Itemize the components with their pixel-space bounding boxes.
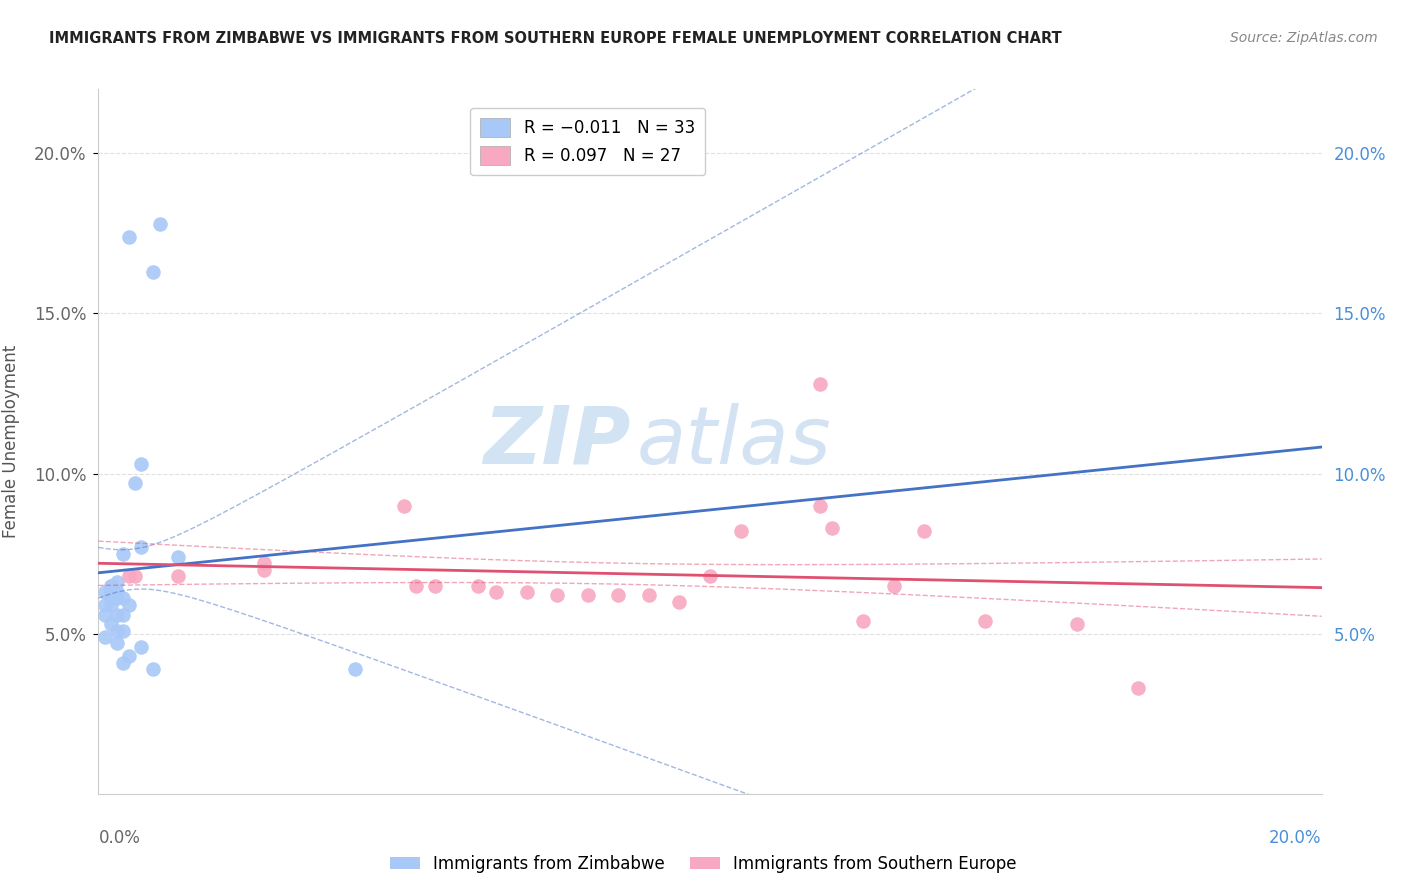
Point bbox=[405, 579, 427, 593]
Point bbox=[93, 630, 115, 644]
Text: atlas: atlas bbox=[637, 402, 831, 481]
Point bbox=[344, 662, 367, 676]
Point bbox=[93, 585, 115, 599]
Point bbox=[100, 617, 122, 632]
Point bbox=[883, 579, 905, 593]
Y-axis label: Female Unemployment: Female Unemployment bbox=[3, 345, 20, 538]
Point bbox=[105, 607, 128, 622]
Point bbox=[808, 376, 831, 391]
Point bbox=[100, 579, 122, 593]
Text: 20.0%: 20.0% bbox=[1270, 830, 1322, 847]
Text: 0.0%: 0.0% bbox=[98, 830, 141, 847]
Point bbox=[252, 556, 274, 570]
Legend: R = −0.011   N = 33, R = 0.097   N = 27: R = −0.011 N = 33, R = 0.097 N = 27 bbox=[471, 108, 704, 175]
Point bbox=[118, 569, 141, 583]
Point bbox=[1066, 617, 1088, 632]
Point bbox=[546, 588, 568, 602]
Point bbox=[111, 624, 134, 638]
Point bbox=[129, 457, 152, 471]
Point bbox=[129, 640, 152, 654]
Point bbox=[392, 499, 416, 513]
Point bbox=[821, 521, 844, 535]
Point bbox=[100, 579, 122, 593]
Text: IMMIGRANTS FROM ZIMBABWE VS IMMIGRANTS FROM SOUTHERN EUROPE FEMALE UNEMPLOYMENT : IMMIGRANTS FROM ZIMBABWE VS IMMIGRANTS F… bbox=[49, 31, 1062, 46]
Point bbox=[699, 569, 721, 583]
Point bbox=[485, 585, 508, 599]
Point bbox=[111, 607, 134, 622]
Text: ZIP: ZIP bbox=[484, 402, 630, 481]
Point bbox=[111, 591, 134, 606]
Point bbox=[730, 524, 752, 539]
Point bbox=[607, 588, 630, 602]
Point bbox=[124, 476, 146, 491]
Point bbox=[118, 229, 141, 244]
Point bbox=[105, 575, 128, 590]
Point bbox=[167, 549, 190, 564]
Point bbox=[252, 563, 274, 577]
Point bbox=[118, 649, 141, 664]
Point bbox=[124, 569, 146, 583]
Point bbox=[93, 607, 115, 622]
Point bbox=[637, 588, 661, 602]
Point bbox=[423, 579, 446, 593]
Point bbox=[852, 614, 875, 628]
Point bbox=[516, 585, 538, 599]
Point bbox=[100, 585, 122, 599]
Point bbox=[105, 636, 128, 650]
Point bbox=[111, 547, 134, 561]
Point bbox=[668, 595, 690, 609]
Point bbox=[149, 217, 172, 231]
Point bbox=[1128, 681, 1150, 696]
Point bbox=[467, 579, 489, 593]
Point bbox=[167, 569, 190, 583]
Text: Source: ZipAtlas.com: Source: ZipAtlas.com bbox=[1230, 31, 1378, 45]
Legend: Immigrants from Zimbabwe, Immigrants from Southern Europe: Immigrants from Zimbabwe, Immigrants fro… bbox=[382, 848, 1024, 880]
Point bbox=[105, 624, 128, 638]
Point bbox=[142, 662, 165, 676]
Point bbox=[912, 524, 935, 539]
Point bbox=[142, 265, 165, 279]
Point bbox=[100, 598, 122, 612]
Point bbox=[974, 614, 997, 628]
Point bbox=[105, 591, 128, 606]
Point bbox=[118, 598, 141, 612]
Point bbox=[100, 591, 122, 606]
Point bbox=[129, 540, 152, 554]
Point bbox=[111, 656, 134, 670]
Point bbox=[93, 598, 115, 612]
Point bbox=[105, 585, 128, 599]
Point bbox=[576, 588, 599, 602]
Point bbox=[808, 499, 831, 513]
